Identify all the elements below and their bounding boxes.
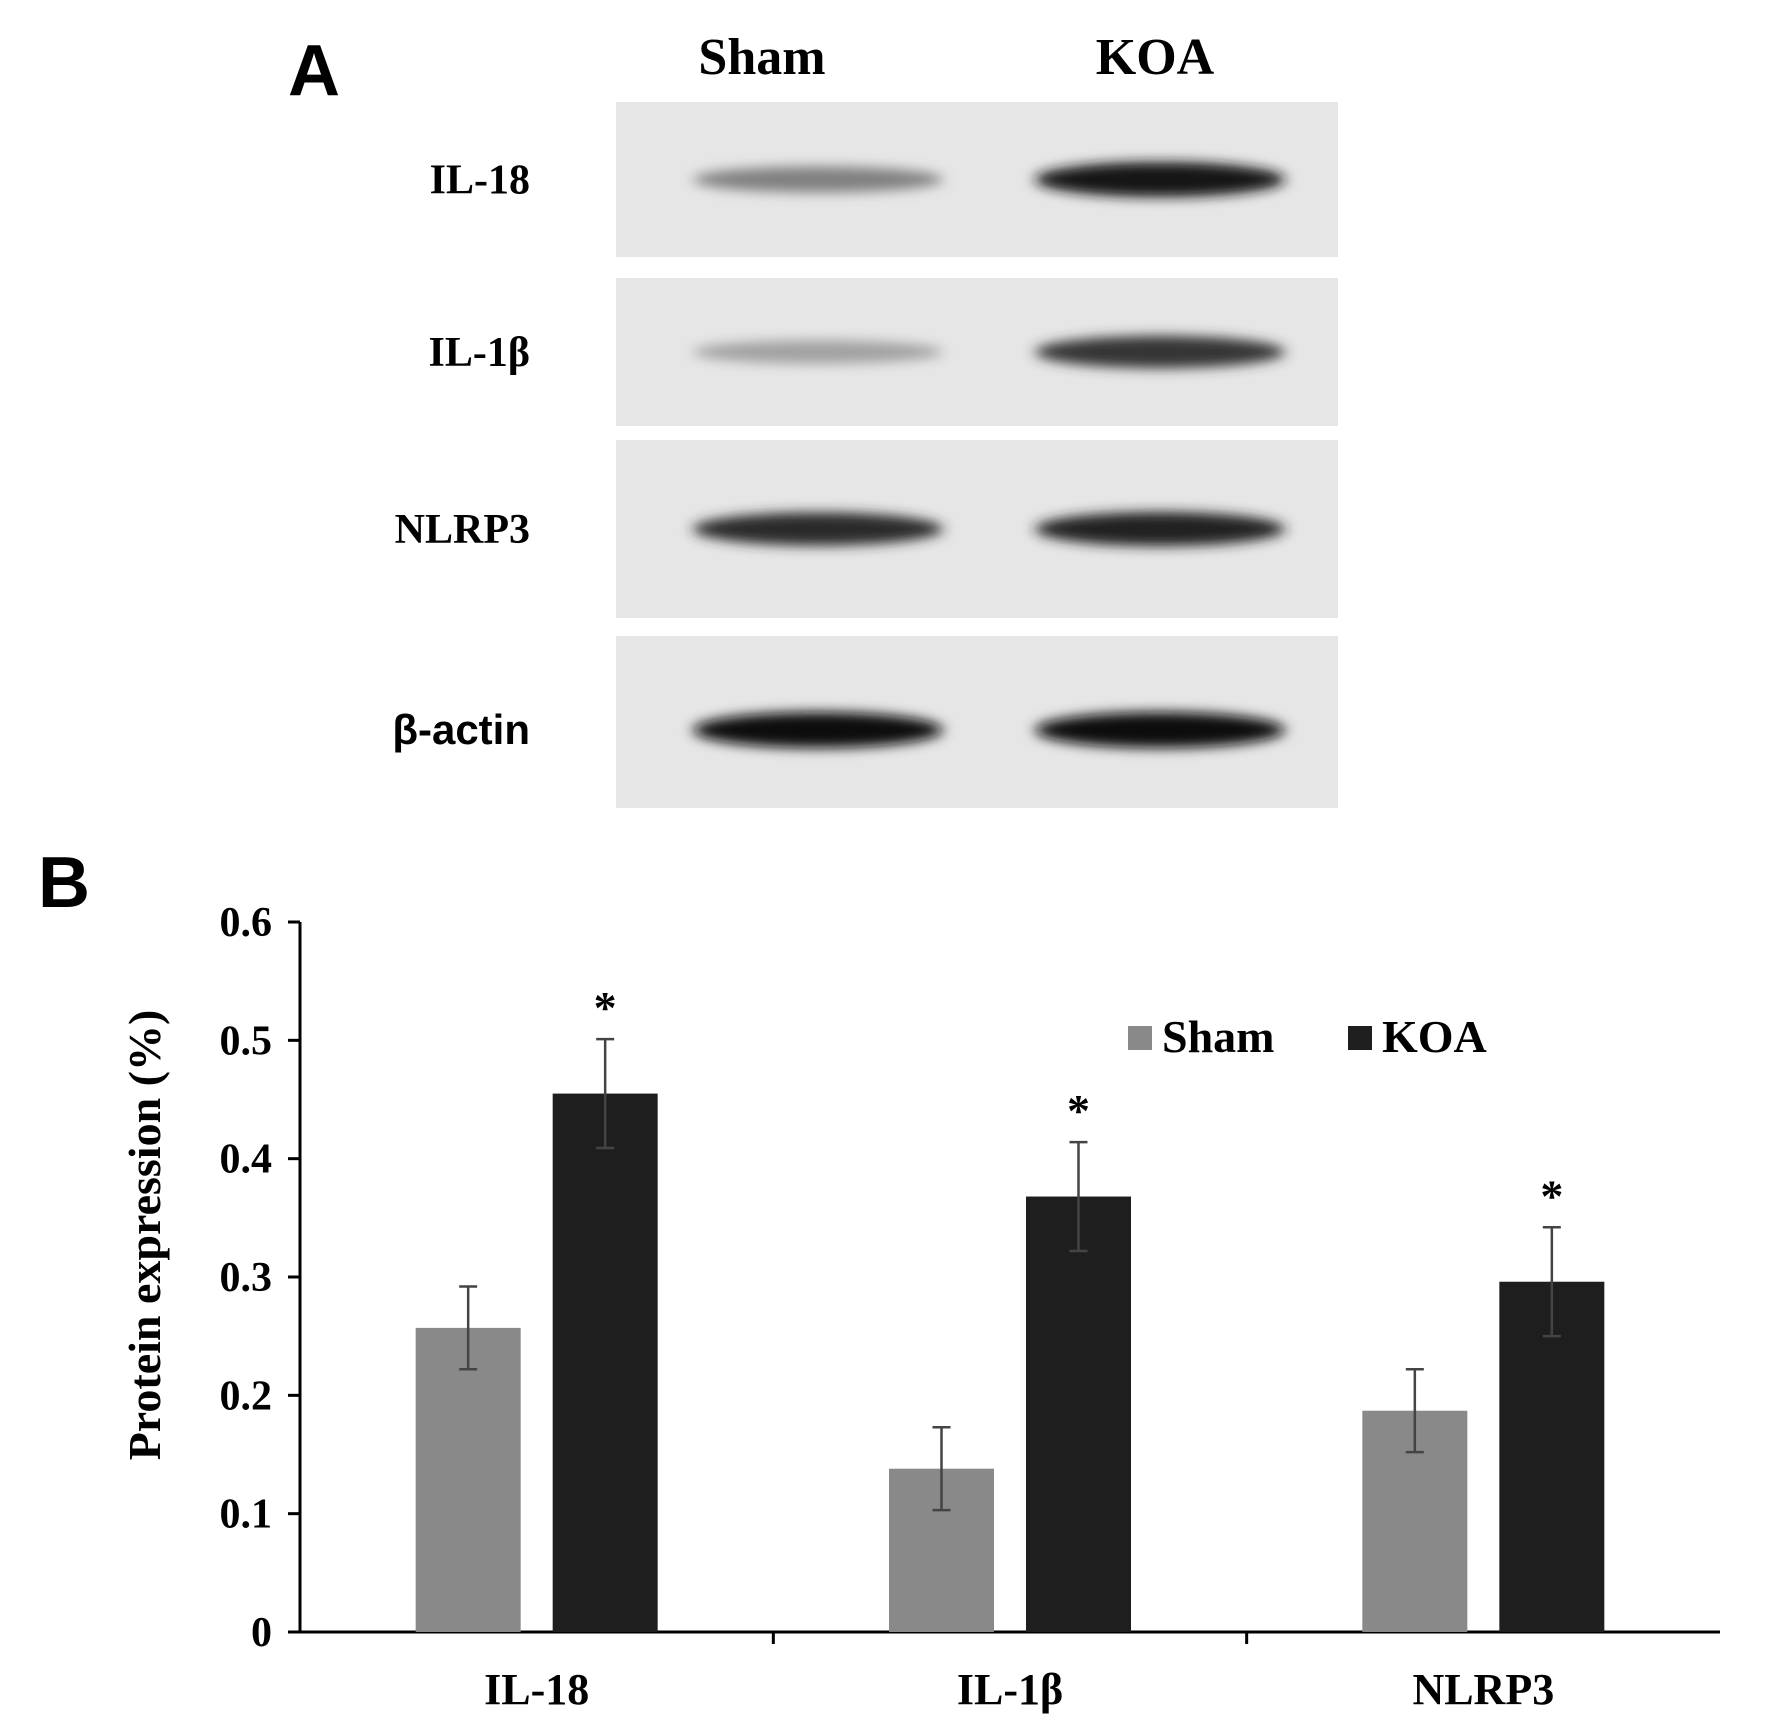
blot-rows: IL-18 IL-1β NLRP3 β-actin	[392, 102, 1338, 808]
bar-koa	[1026, 1196, 1131, 1632]
blot-row-label: IL-18	[430, 158, 530, 204]
bar-koa	[1499, 1281, 1605, 1632]
chart-legend: Sham KOA	[1128, 1011, 1487, 1062]
blot-row-label: IL-1β	[429, 330, 530, 376]
bar-sham	[415, 1327, 521, 1632]
y-tick-label: 0.5	[220, 1018, 273, 1064]
blot-row: IL-18	[430, 102, 1338, 257]
bar-koa	[552, 1093, 658, 1632]
significance-marker: *	[594, 982, 617, 1033]
x-tick-label: IL-1β	[957, 1665, 1063, 1714]
y-tick-label: 0.1	[220, 1492, 273, 1538]
blot-band-koa	[1035, 511, 1285, 547]
blot-row: IL-1β	[429, 278, 1338, 426]
western-blot: Sham KOA IL-18 IL-1β NLRP3 β-actin	[392, 29, 1338, 808]
y-tick-label: 0	[251, 1610, 272, 1656]
legend-swatch-koa	[1348, 1026, 1372, 1050]
panel-a-label: A	[288, 31, 340, 111]
blot-band-koa	[1035, 335, 1285, 369]
lane-label-koa: KOA	[1096, 29, 1215, 86]
chart-axes: 0 0.1 0.2 0.3 0.4 0.5 0.6 IL-18 IL-1β NLRP3	[220, 900, 1720, 1714]
chart-bars: * * *	[415, 982, 1605, 1632]
y-tick-label: 0.3	[220, 1255, 273, 1301]
y-axis-label: Protein expression (%)	[119, 1010, 170, 1461]
blot-row: β-actin	[392, 636, 1338, 808]
blot-band-sham	[693, 166, 943, 193]
blot-row-label: β-actin	[392, 706, 530, 753]
blot-band-koa	[1035, 161, 1285, 198]
blot-row-label: NLRP3	[395, 507, 530, 553]
panel-b-label: B	[38, 843, 90, 923]
x-tick-label: NLRP3	[1412, 1665, 1554, 1714]
legend-label-sham: Sham	[1162, 1011, 1274, 1062]
blot-row: NLRP3	[395, 440, 1338, 618]
y-tick-label: 0.2	[220, 1373, 273, 1419]
y-tick-label: 0.4	[220, 1137, 273, 1183]
blot-band-koa	[1035, 712, 1285, 748]
blot-band-sham	[693, 340, 943, 364]
significance-marker: *	[1540, 1170, 1563, 1221]
x-tick-label: IL-18	[484, 1665, 589, 1714]
legend-swatch-sham	[1128, 1026, 1152, 1050]
lane-label-sham: Sham	[698, 29, 825, 86]
significance-marker: *	[1067, 1085, 1090, 1136]
y-tick-label: 0.6	[220, 900, 273, 946]
legend-label-koa: KOA	[1382, 1011, 1487, 1062]
blot-band-sham	[693, 512, 943, 546]
blot-band-sham	[693, 712, 943, 748]
